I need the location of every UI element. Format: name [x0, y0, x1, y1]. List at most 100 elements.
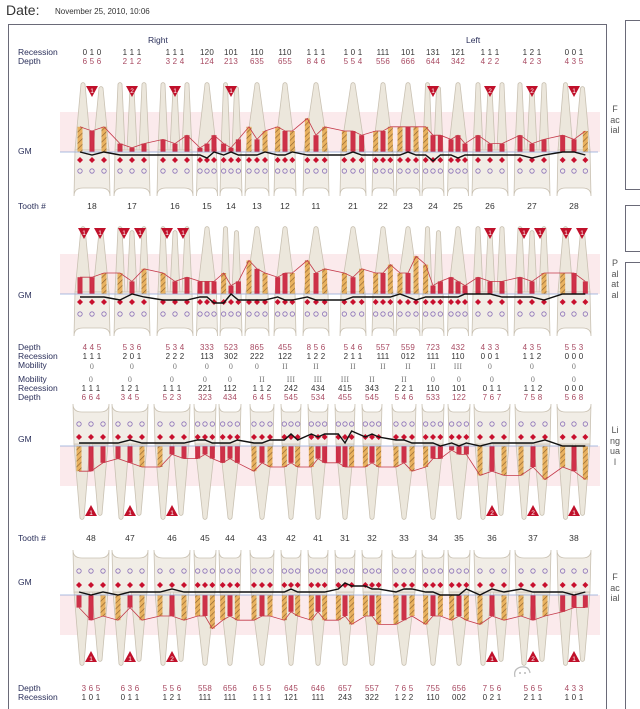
lower-facial-band: 1 1 2 1 2 1: [60, 549, 600, 666]
suppuration-marker-icon: [209, 568, 215, 574]
depth-value: 4 2 2: [480, 57, 500, 66]
depth-value: 5 5 3: [564, 343, 584, 352]
pocket-depth-bar: [172, 143, 178, 152]
tooth-crown: [218, 403, 242, 445]
recession-value: 0 2 1: [482, 693, 502, 702]
suppuration-marker-icon: [463, 568, 469, 574]
bleeding-marker-icon: [259, 434, 265, 440]
suppuration-marker-icon: [139, 568, 145, 574]
tooth-41: [307, 549, 329, 666]
suppuration-marker-icon: [518, 568, 524, 574]
depth-value: 556: [376, 57, 390, 66]
bleeding-marker-icon: [463, 434, 470, 440]
bleeding-marker-icon: [430, 299, 436, 305]
bleeding-marker-icon: [499, 299, 505, 305]
bleeding-marker-icon: [288, 582, 294, 588]
furcation-marker-icon: [166, 651, 178, 662]
bleeding-marker-icon: [127, 434, 133, 440]
pocket-depth-bar: [172, 281, 178, 294]
suppuration-marker-icon: [100, 568, 106, 574]
bleeding-marker-icon: [422, 434, 429, 440]
pocket-depth-bar: [139, 595, 145, 621]
suppuration-marker-icon: [141, 311, 147, 317]
bleeding-marker-icon: [369, 582, 375, 588]
tooth-12: [273, 226, 297, 337]
tooth-number: 14: [226, 201, 236, 211]
recession-label: Recession: [18, 47, 58, 57]
suppuration-marker-icon: [397, 168, 403, 174]
depth-value: 4 3 5: [522, 343, 542, 352]
depth-value: 342: [451, 57, 465, 66]
tooth-38: 1: [556, 403, 592, 520]
side-panel-middle: [625, 205, 640, 252]
suppuration-marker-icon: [172, 168, 178, 174]
mobility-value: 0: [228, 362, 234, 371]
tooth-number: 11: [311, 201, 321, 211]
bleeding-marker-icon: [313, 157, 319, 163]
depth-value: 655: [278, 57, 292, 66]
mobility-value: 0: [489, 375, 495, 384]
mobility-value: II: [401, 375, 407, 384]
bleeding-marker-icon: [139, 434, 145, 440]
suppuration-marker-icon: [184, 168, 190, 174]
tooth-46: 2: [153, 549, 191, 666]
pocket-depth-line: [80, 255, 586, 287]
pocket-depth-bar: [499, 281, 505, 294]
mobility-value: 0: [227, 375, 233, 384]
suppuration-marker-icon: [397, 311, 403, 317]
furcation-marker-icon: [85, 505, 97, 516]
tooth-crown: [361, 549, 383, 593]
bleeding-marker-icon: [571, 434, 577, 440]
furcation-marker-icon: [166, 505, 178, 516]
depth-value: 545: [365, 393, 379, 402]
pocket-depth-bar: [423, 446, 429, 467]
pocket-depth-bar: [423, 126, 429, 152]
suppuration-marker-icon: [282, 311, 288, 317]
bleeding-marker-icon: [455, 157, 461, 163]
mobility-value: 0: [127, 375, 133, 384]
bleeding-marker-icon: [559, 157, 566, 163]
pocket-depth-bar: [77, 277, 83, 294]
suppuration-marker-icon: [259, 568, 265, 574]
bleeding-marker-icon: [141, 157, 147, 163]
pocket-depth-bar: [282, 131, 288, 152]
pocket-depth-bar: [489, 595, 495, 616]
recession-value: 110: [278, 48, 292, 57]
pocket-depth-bar: [560, 273, 566, 294]
recession-value: 0 0 0: [564, 384, 584, 393]
suppuration-marker-icon: [362, 568, 368, 574]
suppuration-marker-icon: [387, 168, 393, 174]
depth-value: 5 4 6: [343, 343, 363, 352]
bleeding-marker-icon: [89, 299, 95, 305]
bleeding-marker-icon: [304, 299, 311, 305]
bleeding-marker-icon: [571, 157, 577, 163]
tooth-42: [280, 403, 302, 520]
bleeding-marker-icon: [204, 157, 210, 163]
tooth-27: 2: [513, 82, 551, 197]
pocket-depth-bar: [313, 135, 319, 152]
tooth-crown: [193, 403, 217, 445]
mobility-value: 0: [529, 362, 535, 371]
tooth-48: 1: [72, 403, 110, 520]
tooth-number: 33: [399, 533, 409, 543]
mobility-value: III: [453, 362, 463, 371]
depth-value: 645: [284, 684, 298, 693]
pocket-depth-bar: [129, 147, 135, 152]
recession-value: 1 0 1: [343, 48, 363, 57]
pocket-depth-bar: [100, 595, 106, 616]
suppuration-marker-icon: [449, 568, 455, 574]
bleeding-marker-icon: [76, 582, 82, 588]
pocket-depth-bar: [209, 446, 215, 459]
depth-value: 7 5 8: [523, 393, 543, 402]
bleeding-marker-icon: [197, 299, 203, 305]
bleeding-marker-icon: [335, 582, 342, 588]
suppuration-marker-icon: [234, 421, 240, 427]
bleeding-marker-icon: [274, 299, 281, 305]
bleeding-marker-icon: [409, 582, 415, 588]
mobility-value: 0: [571, 362, 577, 371]
suppuration-marker-icon: [184, 311, 190, 317]
pocket-depth-bar: [430, 595, 436, 616]
recession-value: 302: [224, 352, 238, 361]
bleeding-marker-icon: [456, 582, 462, 588]
furcation-marker-icon: [576, 228, 588, 239]
